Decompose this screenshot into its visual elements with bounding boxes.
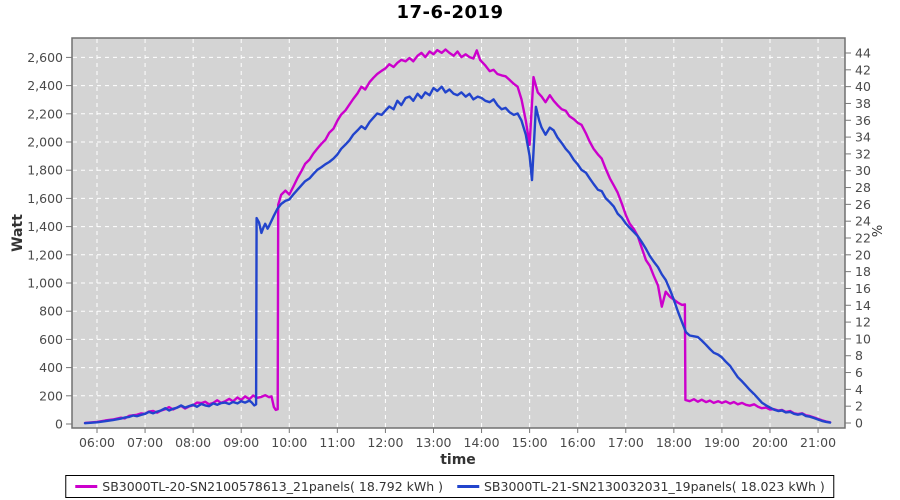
- y-axis-left-tick-label: 2,000: [27, 135, 63, 150]
- x-axis-tick-label: 20:00: [752, 435, 788, 450]
- legend-label: SB3000TL-20-SN2100578613_21panels( 18.79…: [102, 479, 443, 494]
- y-axis-right-tick-label: 2: [855, 399, 863, 414]
- plot-border: [71, 37, 846, 429]
- x-axis-title: time: [440, 452, 476, 468]
- y-axis-left-tick-label: 0: [55, 417, 63, 432]
- x-axis-tick-label: 15:00: [512, 435, 548, 450]
- x-axis-tick-label: 13:00: [415, 435, 451, 450]
- y-axis-right-tick-label: 34: [855, 130, 871, 145]
- plot-area-background: [72, 38, 845, 428]
- x-axis-tick-label: 06:00: [79, 435, 115, 450]
- x-axis-tick-label: 17:00: [608, 435, 644, 450]
- y-axis-left-tick-label: 400: [39, 360, 63, 375]
- y-axis-left-tick-label: 2,400: [27, 78, 63, 93]
- y-axis-left-tick-label: 600: [39, 332, 63, 347]
- legend: SB3000TL-20-SN2100578613_21panels( 18.79…: [65, 475, 835, 498]
- y-axis-right-tick-label: 44: [855, 46, 871, 61]
- y-axis-right-tick-label: 40: [855, 79, 871, 94]
- y-axis-left-tick-label: 1,600: [27, 191, 63, 206]
- x-axis-tick-label: 09:00: [223, 435, 259, 450]
- x-axis-tick-label: 16:00: [560, 435, 596, 450]
- legend-label: SB3000TL-21-SN2130032031_19panels( 18.02…: [484, 479, 825, 494]
- x-axis-tick-label: 08:00: [175, 435, 211, 450]
- y-axis-right-tick-label: 42: [855, 62, 871, 77]
- y-axis-right-tick-label: 36: [855, 113, 871, 128]
- y-axis-left-tick-label: 2,600: [27, 50, 63, 65]
- series-line-sb3000tl-21: [83, 85, 832, 425]
- y-axis-left-title: Watt: [10, 214, 26, 252]
- x-axis: 06:00 07:00 08:00 09:00 10:00 11:00 12:00 13:00…: [79, 428, 836, 450]
- y-axis-left-tick-label: 1,200: [27, 247, 63, 262]
- y-axis-left: 0 200 400 600 800 1,000 1,200 1,400 1,600 1,800 2,…: [27, 50, 72, 432]
- chart-title: 17-6-2019: [396, 2, 504, 23]
- x-axis-tick-label: 10:00: [271, 435, 307, 450]
- y-axis-right-tick-label: 32: [855, 146, 871, 161]
- y-axis-right-tick-label: 6: [855, 365, 863, 380]
- x-axis-tick-label: 12:00: [367, 435, 403, 450]
- y-axis-right-tick-label: 4: [855, 382, 863, 397]
- y-axis-right: 0246810121416182022242628303234363840424…: [845, 46, 871, 431]
- y-axis-right-title: %: [871, 225, 886, 237]
- y-axis-left-tick-label: 200: [39, 388, 63, 403]
- x-axis-tick-label: 21:00: [800, 435, 836, 450]
- y-axis-left-tick-label: 2,200: [27, 106, 63, 121]
- x-axis-tick-label: 07:00: [127, 435, 163, 450]
- x-axis-tick-label: 14:00: [464, 435, 500, 450]
- legend-item-sb3000tl-21: SB3000TL-21-SN2130032031_19panels( 18.02…: [457, 479, 825, 494]
- y-axis-right-tick-label: 30: [855, 163, 871, 178]
- y-axis-right-tick-label: 38: [855, 96, 871, 111]
- y-axis-left-tick-label: 1,800: [27, 163, 63, 178]
- legend-line-sample-magenta: [75, 485, 98, 488]
- y-axis-right-tick-label: 10: [855, 331, 871, 346]
- x-axis-tick-label: 11:00: [319, 435, 355, 450]
- legend-item-sb3000tl-20: SB3000TL-20-SN2100578613_21panels( 18.79…: [75, 479, 443, 494]
- y-axis-right-tick-label: 16: [855, 281, 871, 296]
- y-axis-right-tick-label: 24: [855, 214, 871, 229]
- y-axis-left-tick-label: 800: [39, 304, 63, 319]
- y-axis-right-tick-label: 12: [855, 315, 871, 330]
- legend-line-sample-blue: [457, 485, 479, 488]
- x-axis-tick-label: 19:00: [704, 435, 740, 450]
- y-axis-right-tick-label: 8: [855, 348, 863, 363]
- y-axis-left-tick-label: 1,400: [27, 219, 63, 234]
- x-axis-tick-label: 18:00: [656, 435, 692, 450]
- gridlines: [73, 39, 844, 427]
- y-axis-right-tick-label: 0: [855, 416, 863, 431]
- y-axis-left-tick-label: 1,000: [27, 276, 63, 291]
- y-axis-right-tick-label: 18: [855, 264, 871, 279]
- y-axis-right-tick-label: 26: [855, 197, 871, 212]
- y-axis-right-tick-label: 14: [855, 298, 871, 313]
- y-axis-right-tick-label: 22: [855, 231, 871, 246]
- y-axis-right-tick-label: 20: [855, 247, 871, 262]
- y-axis-right-tick-label: 28: [855, 180, 871, 195]
